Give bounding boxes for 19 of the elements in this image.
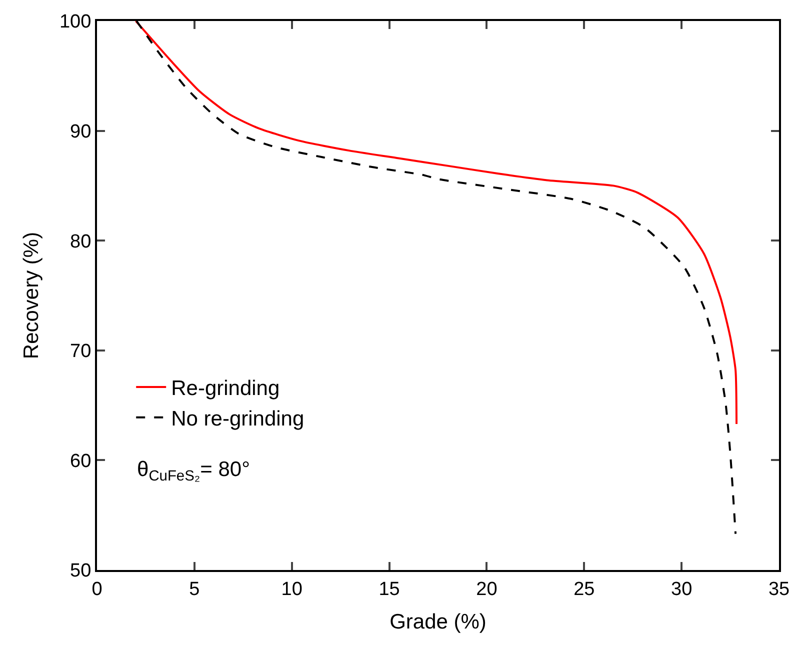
x-tick-label: 5 (189, 578, 200, 600)
x-tick-label: 10 (281, 578, 302, 600)
y-tick-label: 100 (59, 12, 92, 33)
y-tick-label: 90 (70, 121, 92, 142)
x-tick-label: 25 (574, 578, 595, 600)
legend-label: Re-grinding (171, 377, 280, 400)
x-tick-label: 0 (92, 578, 102, 600)
y-tick-label: 80 (70, 231, 92, 252)
y-axis-title: Recovery (%) (20, 232, 44, 360)
annotation: θ$_{CuFeS₂}$= 80° (137, 458, 250, 484)
x-tick-label: 20 (476, 578, 498, 600)
x-tick-label: 35 (768, 578, 790, 600)
y-tick-label: 60 (70, 450, 92, 472)
x-axis-title: Grade (%) (390, 610, 486, 634)
y-tick-label: 70 (70, 341, 92, 362)
x-tick-label: 30 (671, 578, 692, 600)
y-tick-label: 50 (70, 560, 92, 582)
legend-label: No re-grinding (171, 408, 304, 431)
x-tick-label: 15 (378, 578, 400, 600)
